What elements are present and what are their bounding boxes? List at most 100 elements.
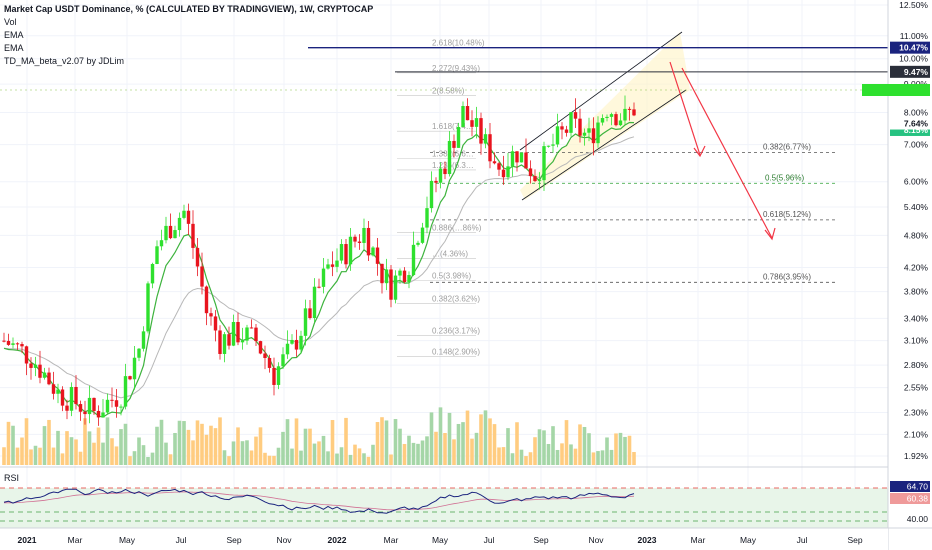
volume-bar (582, 426, 587, 465)
y-tick-label: 11.00% (900, 31, 929, 41)
candle-body (249, 327, 254, 329)
volume-bar (137, 437, 141, 465)
volume-bar (105, 417, 110, 465)
candle-body (321, 268, 326, 287)
fib-label: …(4.36%) (432, 250, 468, 259)
candle-body (240, 340, 245, 343)
candle-body (60, 389, 65, 406)
projection-arrows (669, 61, 776, 241)
fib-label: 0.382(3.62%) (432, 294, 480, 303)
fibonacci-levels: 2.618(10.48%) 2.272(9.43%) 2(8.58%) 1.618(7… (0, 38, 888, 358)
channel-upper (519, 31, 683, 151)
volume-bar (267, 455, 272, 465)
volume-bar (411, 442, 416, 465)
price-axis[interactable]: 12.50%11.00%10.00%9.00%8.00%7.00%6.00%5.… (862, 0, 932, 550)
volume-bar (155, 426, 159, 465)
indicator-ema-1[interactable]: EMA (4, 30, 24, 40)
price-badge-label: 8.15% (904, 125, 929, 135)
volume-bar (173, 432, 177, 465)
candle-body (132, 357, 137, 380)
candle-body (555, 126, 560, 145)
candle-body (119, 406, 123, 408)
x-tick-label: May (740, 535, 757, 545)
candle-body (528, 168, 533, 177)
candle-body (591, 128, 596, 144)
volume-bar (605, 437, 609, 465)
candle-body (191, 223, 195, 248)
candle-body (254, 327, 258, 342)
volume-bar (308, 428, 312, 465)
candle-body (326, 264, 330, 269)
fib-label: 0.148(2.90%) (432, 348, 480, 357)
volume-bar (168, 454, 173, 465)
volume-bar (474, 432, 479, 465)
fib-right-label: 0.618(5.12%) (763, 210, 811, 219)
volume-bar (596, 451, 600, 465)
candle-body (33, 364, 38, 368)
volume-bar (362, 453, 366, 465)
fib-label: 0.5(3.98%) (432, 272, 471, 281)
volume-bar (461, 422, 465, 465)
volume-bar (119, 429, 123, 465)
indicator-ema-2[interactable]: EMA (4, 43, 24, 53)
candle-body (533, 176, 537, 182)
indicator-td-ma[interactable]: TD_MA_beta_v2.07 by JDLim (4, 56, 125, 66)
candle-body (560, 126, 564, 130)
candle-body (632, 109, 636, 116)
volume-bar (542, 430, 546, 465)
channel-fill (520, 32, 690, 200)
volume-bar (456, 423, 461, 465)
candle-body (348, 236, 353, 265)
candle-body (150, 264, 155, 284)
indicator-vol[interactable]: Vol (4, 17, 17, 27)
candle-body (195, 247, 200, 267)
candle-body (29, 363, 33, 368)
candle-body (146, 283, 150, 332)
volume-bar (186, 429, 191, 465)
volume-bar (416, 443, 420, 465)
candle-body (501, 169, 506, 178)
volume-bar (618, 432, 623, 465)
candle-body (123, 376, 128, 407)
volume-bar (83, 418, 87, 465)
volume-bar (245, 440, 249, 465)
price-badge-label: 10.47% (899, 43, 928, 53)
volume-bar (447, 412, 452, 465)
volume-bar (515, 422, 519, 465)
candle-body (15, 343, 20, 345)
fib-label: 2.272(9.43%) (432, 64, 480, 73)
x-tick-label: 2023 (638, 535, 657, 545)
channel-lower (521, 89, 687, 201)
candle-body (474, 118, 479, 127)
rsi-ma-badge (890, 493, 930, 504)
volume-bar (11, 425, 15, 465)
x-tick-label: Nov (276, 535, 292, 545)
candle-body (362, 227, 366, 243)
volume-bar (420, 440, 425, 465)
volume-bar (375, 422, 380, 465)
candle-body (582, 132, 587, 136)
volume-bar (551, 426, 555, 465)
candle-body (141, 331, 146, 349)
volume-bar (272, 455, 276, 465)
candle-body (317, 286, 321, 288)
candle-body (137, 348, 141, 358)
candle-body (605, 116, 609, 119)
volume-bar (497, 447, 501, 465)
trend-channel (519, 31, 690, 201)
candle-body (168, 225, 173, 239)
rsi-label[interactable]: RSI (4, 473, 20, 483)
volume-bar (299, 450, 303, 465)
volume-bar (191, 440, 195, 465)
y-tick-label: 6.00% (904, 177, 929, 187)
time-axis[interactable]: 2021 Mar May Jul Sep Nov 2022 Mar May Jul Sep Nov 20… (0, 527, 932, 550)
candle-body (96, 410, 101, 418)
volume-bar (6, 421, 11, 465)
candle-body (182, 210, 186, 218)
volume-bar (78, 451, 83, 465)
volume-bar (317, 441, 321, 465)
volume-bar (371, 444, 375, 465)
candle-body (497, 163, 501, 170)
candle-body (614, 114, 618, 126)
